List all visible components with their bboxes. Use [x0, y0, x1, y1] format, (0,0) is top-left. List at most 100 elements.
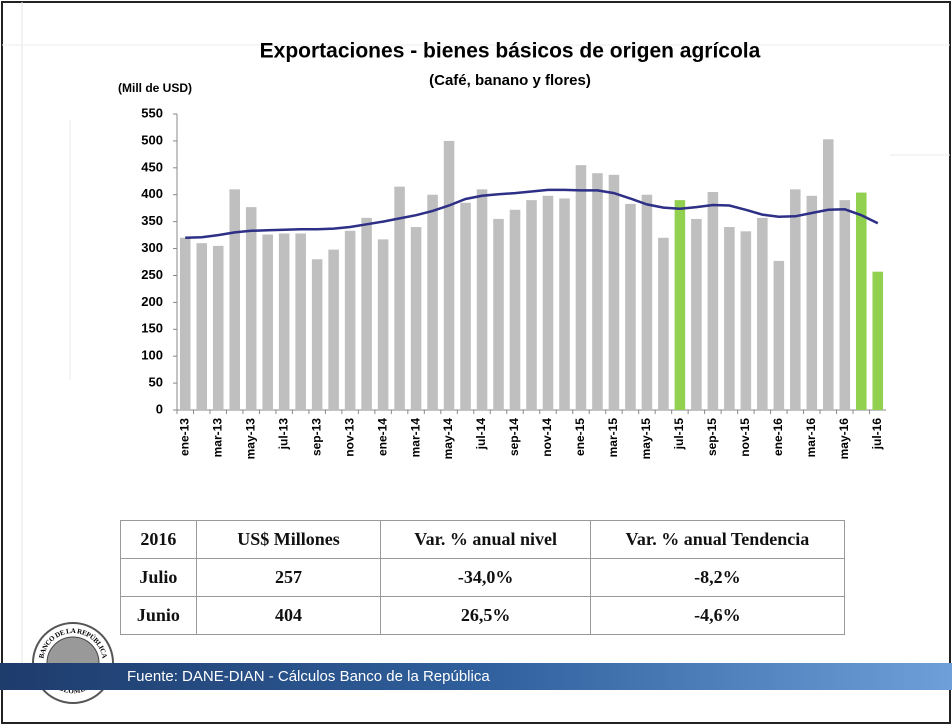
bar [839, 200, 851, 410]
x-tick-label: nov-15 [738, 418, 752, 457]
x-tick-label: jul-13 [276, 418, 290, 451]
bar [724, 227, 735, 410]
x-tick-label: nov-13 [342, 418, 356, 457]
bar [196, 243, 208, 410]
bar [740, 231, 752, 410]
table-cell: -8,2% [589, 558, 846, 597]
y-tick-label: 50 [149, 375, 163, 390]
bar [790, 189, 801, 410]
bar [855, 192, 867, 410]
x-tick-label: nov-14 [540, 418, 554, 457]
x-tick-label: ene-13 [177, 418, 191, 456]
bar [823, 139, 834, 410]
bar [229, 189, 240, 410]
x-tick-label: ene-15 [573, 418, 587, 456]
header-cell: US$ Millones [195, 520, 382, 559]
bar [311, 259, 323, 410]
bar [344, 230, 356, 410]
y-tick-label: 0 [156, 401, 163, 416]
x-tick-label: ene-14 [375, 418, 389, 456]
trend-line [185, 188, 879, 240]
table-cell: Junio [120, 596, 197, 635]
y-tick-label: 100 [141, 348, 163, 363]
summary-table: 2016 US$ Millones Var. % anual nivel Var. %… [120, 520, 846, 635]
table-row: Julio 257 -34,0% -8,2% [120, 558, 846, 597]
x-tick-label: sep-14 [507, 418, 521, 456]
y-tick-label: 300 [141, 240, 163, 255]
bar [641, 194, 653, 410]
bar [707, 192, 719, 410]
bar [575, 165, 587, 410]
header-cell: 2016 [120, 520, 197, 559]
bar [608, 174, 620, 410]
table-cell: -34,0% [380, 558, 591, 597]
chart-title: Exportaciones - bienes básicos de origen… [260, 40, 761, 63]
bar [262, 234, 273, 410]
bar [278, 233, 290, 410]
header-row: 2016 US$ Millones Var. % anual nivel Var. %… [120, 520, 846, 559]
x-tick-label: may-13 [243, 418, 257, 460]
x-tick-label: may-16 [837, 418, 851, 460]
x-tick-label: jul-16 [870, 418, 884, 451]
y-tick-label: 350 [141, 213, 163, 228]
y-tick-label: 200 [141, 294, 163, 309]
x-tick-label: jul-14 [474, 418, 488, 451]
bar [625, 203, 636, 410]
x-tick-label: mar-14 [408, 418, 422, 458]
source: Fuente: DANE-DIAN - Cálculos Banco de la… [127, 668, 490, 685]
y-tick-label: 450 [141, 159, 163, 174]
x-tick-label: may-14 [441, 418, 455, 460]
bar [526, 200, 537, 410]
bar [691, 218, 702, 410]
bar [245, 207, 257, 410]
chart-subtitle: (Café, banano y flores) [429, 72, 591, 89]
y-axis-label: (Mill de USD) [118, 81, 192, 95]
header-cell: Var. % anual Tendencia [589, 520, 846, 559]
bar [295, 233, 306, 410]
y-tick-label: 250 [141, 267, 163, 282]
x-tick-label: sep-13 [309, 418, 323, 456]
bar [377, 239, 389, 410]
bar [427, 194, 438, 410]
bar [394, 186, 405, 410]
footer-bar: Fuente: DANE-DIAN - Cálculos Banco de la… [0, 663, 952, 690]
table-cell: 404 [195, 596, 382, 635]
bar [658, 237, 669, 410]
table-cell: -4,6% [589, 596, 846, 635]
table-cell: 257 [195, 558, 382, 597]
x-tick-label: jul-15 [672, 418, 686, 451]
bar [493, 218, 504, 410]
bar [328, 249, 339, 410]
bar [443, 140, 455, 410]
x-tick-label: mar-13 [210, 418, 224, 458]
x-tick-label: sep-15 [705, 418, 719, 456]
bar [509, 209, 521, 410]
header-cell: Var. % anual nivel [380, 520, 591, 559]
x-tick-label: mar-15 [606, 418, 620, 458]
x-tick-label: ene-16 [771, 418, 785, 456]
y-tick-label: 500 [141, 132, 163, 147]
bar [674, 200, 686, 410]
table-row: Junio 404 26,5% -4,6% [120, 596, 846, 635]
bar [592, 173, 603, 410]
bar [212, 245, 224, 410]
bar [757, 217, 768, 410]
bar [773, 260, 785, 410]
bar [806, 195, 818, 410]
table-cell: 26,5% [380, 596, 591, 635]
bar [542, 195, 554, 410]
y-tick-label: 400 [141, 186, 163, 201]
x-tick-label: mar-16 [804, 418, 818, 458]
bar [179, 237, 191, 410]
bar [476, 189, 488, 410]
y-tick-label: 150 [141, 321, 163, 336]
bar [559, 198, 570, 410]
bar [361, 217, 372, 410]
x-tick-label: may-15 [639, 418, 653, 460]
table-cell: Julio [120, 558, 197, 597]
bar [460, 202, 471, 410]
y-tick-label: 550 [141, 105, 163, 120]
